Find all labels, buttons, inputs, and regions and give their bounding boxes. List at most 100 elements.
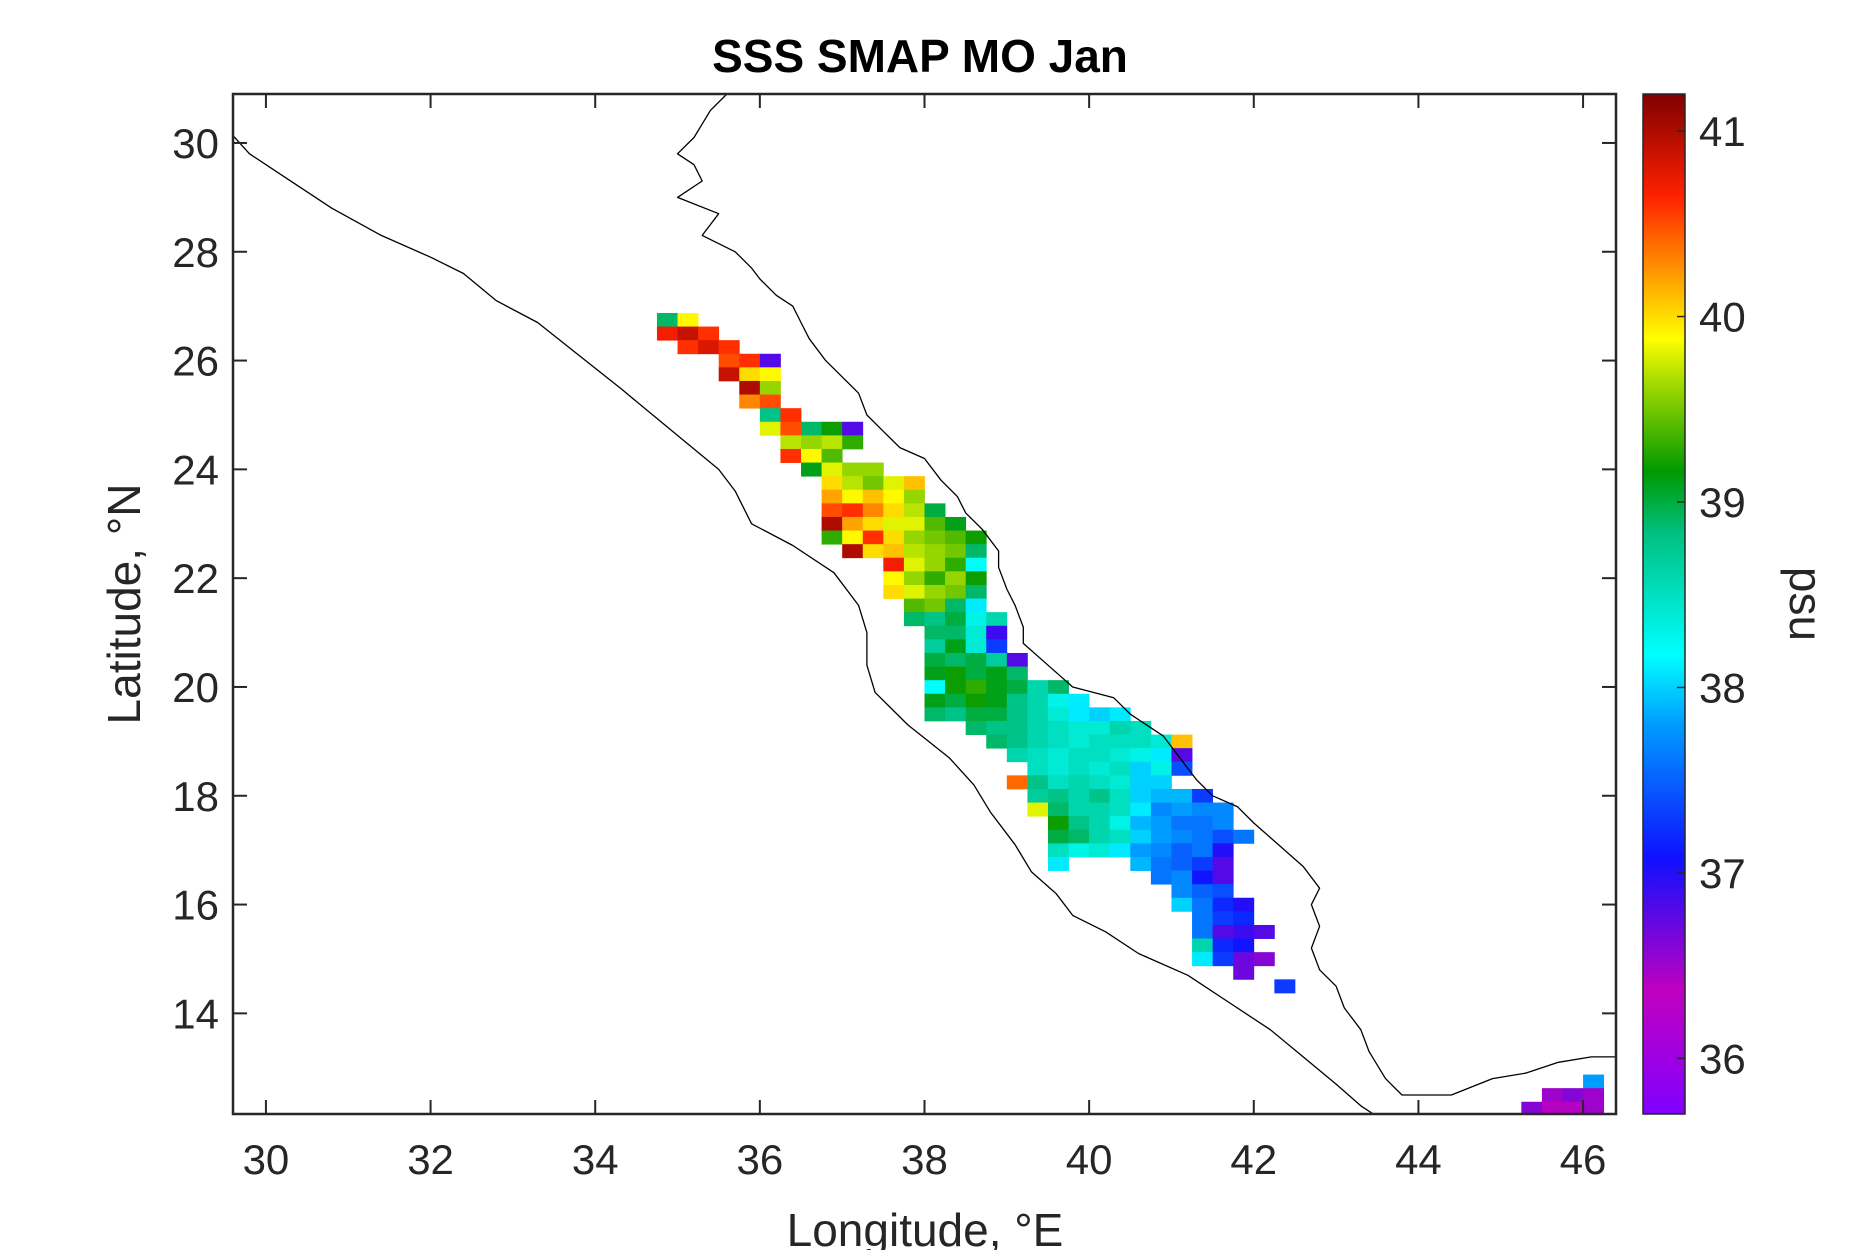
y-tick-label: 20 [172,664,219,711]
salinity-cell [780,421,802,436]
salinity-cell [862,476,884,491]
salinity-cell [1171,761,1193,776]
salinity-cell [945,584,967,599]
salinity-cell [821,489,843,504]
salinity-cell [1109,707,1131,722]
salinity-cell [801,462,822,477]
salinity-cell [1027,693,1049,708]
salinity-cell [780,448,802,463]
salinity-cell [1150,775,1172,790]
salinity-cell [945,625,967,640]
salinity-cell [677,326,699,341]
salinity-cells [656,312,1605,1114]
salinity-cell [1109,761,1131,776]
salinity-cell [1047,856,1069,871]
salinity-cell [945,557,967,572]
salinity-cell [924,693,946,708]
salinity-cell [1583,1074,1605,1089]
salinity-cell [1253,924,1275,939]
salinity-cell [739,380,761,395]
salinity-cell [1089,734,1111,749]
salinity-cell [986,693,1008,708]
salinity-cell [801,421,822,436]
salinity-cell [1150,802,1172,817]
salinity-cell [1047,775,1069,790]
salinity-cell [965,557,987,572]
salinity-cell [965,598,987,613]
salinity-cell [1068,802,1090,817]
salinity-cell [965,544,987,559]
salinity-cell [1192,897,1214,912]
salinity-cell [1192,802,1214,817]
salinity-cell [1047,829,1069,844]
colorbar-ticks: 36 37 38 39 40 41 [1677,108,1746,1082]
salinity-cell [1006,775,1028,790]
salinity-cell [862,489,884,504]
salinity-cell [924,584,946,599]
salinity-cell [862,503,884,518]
salinity-cell [1089,707,1111,722]
salinity-cell [862,544,884,559]
salinity-cell [965,625,987,640]
x-tick-label: 46 [1560,1136,1607,1183]
salinity-cell [1047,680,1069,695]
salinity-cell [986,625,1008,640]
salinity-cell [1068,748,1090,763]
salinity-cell [1109,829,1131,844]
salinity-cell [1006,652,1028,667]
salinity-cell [945,598,967,613]
salinity-cell [903,489,925,504]
salinity-cell [1171,734,1193,749]
colorbar-tick-label: 38 [1699,664,1746,711]
salinity-cell [883,557,905,572]
salinity-cell [1006,666,1028,681]
salinity-cell [1150,734,1172,749]
salinity-cell [883,516,905,531]
salinity-cell [1192,924,1214,939]
salinity-cell [1006,734,1028,749]
salinity-cell [1583,1101,1605,1114]
salinity-cell [1047,734,1069,749]
coastline-mainland-east [233,134,1375,1114]
salinity-cell [1192,816,1214,831]
salinity-cell [986,652,1008,667]
salinity-cell [821,448,843,463]
salinity-cell [1089,720,1111,735]
salinity-cell [739,367,761,382]
salinity-cell [1274,979,1296,994]
colorbar-tick-label: 36 [1699,1035,1746,1082]
colorbar-tick-label: 40 [1699,294,1746,341]
salinity-cell [1068,734,1090,749]
salinity-cell [1212,870,1234,885]
salinity-cell [759,380,781,395]
x-tick-label: 36 [736,1136,783,1183]
salinity-cell [1562,1101,1584,1114]
salinity-cell [842,516,864,531]
salinity-cell [821,516,843,531]
salinity-cell [1089,802,1111,817]
y-axis-label: Latitude, °N [98,484,150,725]
salinity-cell [1212,938,1234,953]
salinity-cell [1233,829,1255,844]
salinity-cell [1130,843,1152,858]
salinity-cell [924,516,946,531]
salinity-cell [1027,802,1049,817]
salinity-cell [1253,952,1275,967]
x-tick-label: 44 [1395,1136,1442,1183]
salinity-cell [1212,952,1234,967]
salinity-cell [924,571,946,586]
salinity-cell [1212,802,1234,817]
salinity-cell [924,503,946,518]
salinity-cell [986,720,1008,735]
salinity-cell [862,530,884,545]
salinity-cell [1130,788,1152,803]
colorbar-tick-label: 37 [1699,850,1746,897]
salinity-cell [821,530,843,545]
x-tick-label: 40 [1066,1136,1113,1183]
salinity-cell [842,476,864,491]
salinity-cell [1233,897,1255,912]
salinity-cell [1027,775,1049,790]
salinity-cell [965,639,987,654]
salinity-cell [945,652,967,667]
